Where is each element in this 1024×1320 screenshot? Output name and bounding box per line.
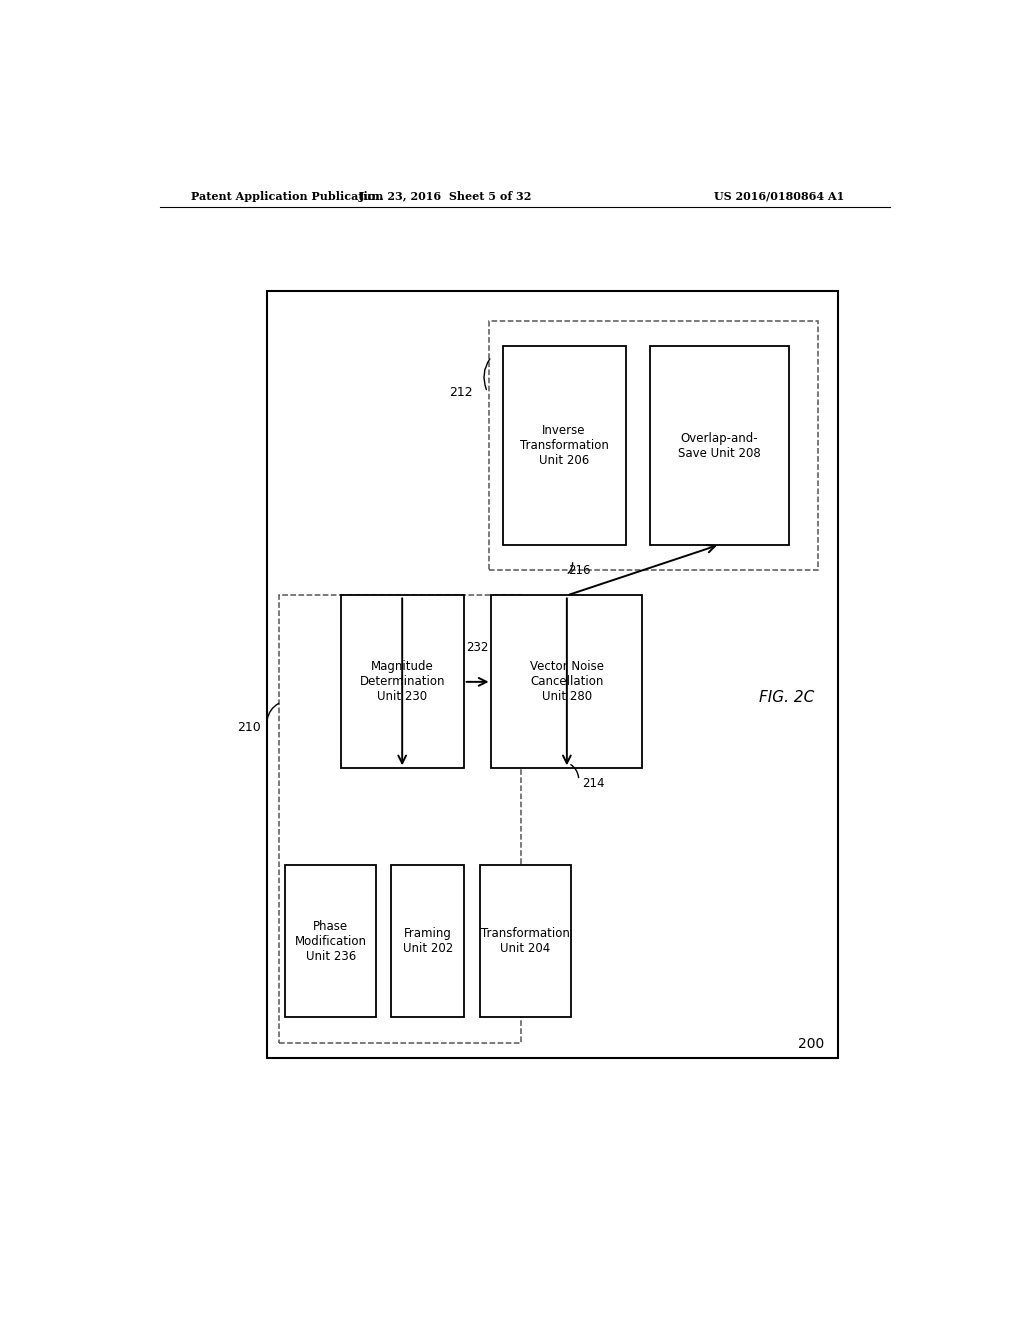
Bar	[650, 346, 790, 545]
Text: Vector Noise
Cancellation
Unit 280: Vector Noise Cancellation Unit 280	[529, 660, 604, 704]
Text: Transformation
Unit 204: Transformation Unit 204	[480, 927, 569, 956]
Text: 212: 212	[450, 385, 473, 399]
Bar	[479, 865, 570, 1018]
Text: 214: 214	[582, 777, 604, 789]
Bar	[285, 865, 377, 1018]
Text: FIG. 2C: FIG. 2C	[759, 689, 814, 705]
Bar	[267, 290, 839, 1057]
Text: US 2016/0180864 A1: US 2016/0180864 A1	[714, 190, 844, 202]
Text: Phase
Modification
Unit 236: Phase Modification Unit 236	[295, 920, 367, 962]
Text: Patent Application Publication: Patent Application Publication	[191, 190, 384, 202]
Bar	[279, 595, 521, 1043]
Text: Jun. 23, 2016  Sheet 5 of 32: Jun. 23, 2016 Sheet 5 of 32	[358, 190, 532, 202]
Text: 200: 200	[798, 1036, 824, 1051]
Bar	[492, 595, 642, 768]
Text: Magnitude
Determination
Unit 230: Magnitude Determination Unit 230	[359, 660, 445, 704]
Text: Overlap-and-
Save Unit 208: Overlap-and- Save Unit 208	[678, 432, 761, 459]
Text: Inverse
Transformation
Unit 206: Inverse Transformation Unit 206	[519, 424, 608, 467]
Text: Framing
Unit 202: Framing Unit 202	[402, 927, 453, 956]
Text: 210: 210	[237, 721, 260, 734]
Bar	[489, 321, 818, 570]
Text: 216: 216	[568, 564, 591, 577]
Bar	[391, 865, 465, 1018]
Text: 232: 232	[466, 642, 488, 655]
Bar	[503, 346, 626, 545]
Bar	[341, 595, 464, 768]
